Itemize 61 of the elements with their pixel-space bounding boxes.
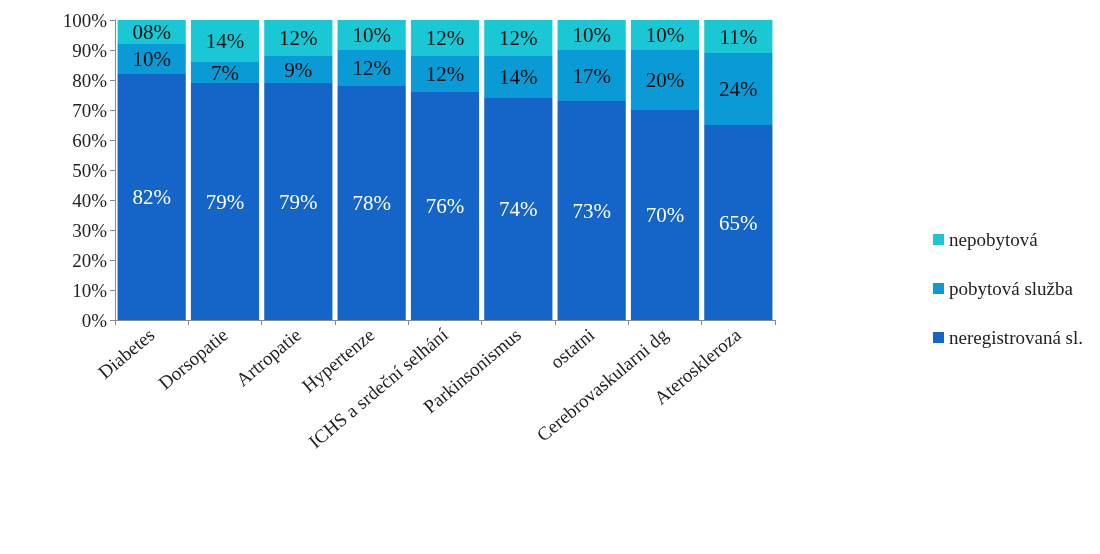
y-tick-label: 40%	[72, 189, 108, 211]
data-label: 9%	[284, 57, 313, 82]
legend-label: neregistrovaná sl.	[948, 327, 1083, 348]
y-tick-label: 60%	[72, 129, 108, 151]
data-label: 76%	[425, 194, 465, 218]
bar	[410, 20, 480, 56]
y-tick-label: 30%	[72, 219, 108, 241]
bar	[264, 20, 333, 56]
y-tick-label: 20%	[72, 249, 108, 271]
data-label: 12%	[425, 62, 465, 86]
bar	[410, 92, 480, 320]
data-label: 12%	[352, 56, 391, 80]
bar	[704, 20, 773, 53]
bar	[264, 83, 333, 320]
data-label: 65%	[719, 210, 758, 235]
bar	[557, 101, 626, 320]
data-label: 10%	[132, 47, 171, 71]
data-label: 12%	[279, 26, 318, 50]
data-label: 12%	[499, 26, 538, 50]
data-label: 14%	[499, 65, 538, 89]
data-label: 79%	[279, 189, 318, 214]
data-label: 08%	[132, 20, 171, 44]
y-tick-label: 0%	[81, 309, 108, 331]
legend-label: pobytová služba	[948, 278, 1074, 299]
data-label: 10%	[352, 23, 391, 47]
bar	[190, 20, 260, 62]
legend-label: nepobytová	[948, 229, 1039, 250]
data-label: 73%	[572, 198, 611, 223]
data-label: 78%	[352, 191, 391, 215]
y-tick-label: 90%	[72, 39, 108, 61]
bar	[410, 56, 480, 92]
bar	[484, 98, 553, 320]
data-label: 79%	[205, 189, 245, 214]
bar	[484, 20, 553, 56]
data-label: 17%	[572, 63, 611, 88]
data-label: 11%	[719, 24, 758, 49]
data-label: 10%	[645, 23, 685, 47]
bar	[117, 74, 186, 320]
bar	[337, 50, 406, 86]
data-label: 14%	[205, 29, 245, 53]
y-tick-label: 100%	[62, 9, 108, 31]
y-tick-label: 70%	[72, 99, 108, 121]
y-tick-label: 80%	[72, 69, 108, 91]
data-label: 24%	[719, 77, 758, 101]
bar	[337, 86, 406, 320]
y-tick-label: 50%	[72, 159, 108, 181]
data-label: 7%	[211, 60, 239, 85]
bar	[484, 56, 553, 98]
data-label: 20%	[645, 68, 685, 92]
bar	[630, 50, 700, 110]
data-label: 74%	[499, 197, 538, 221]
bar	[630, 110, 700, 320]
bar	[557, 50, 626, 101]
bar	[704, 125, 773, 320]
bar	[190, 83, 260, 320]
y-tick-label: 10%	[72, 279, 108, 301]
data-label: 12%	[425, 26, 465, 50]
bar	[704, 53, 773, 125]
data-label: 70%	[645, 203, 685, 227]
data-label: 10%	[572, 23, 611, 47]
data-label: 82%	[132, 185, 171, 209]
